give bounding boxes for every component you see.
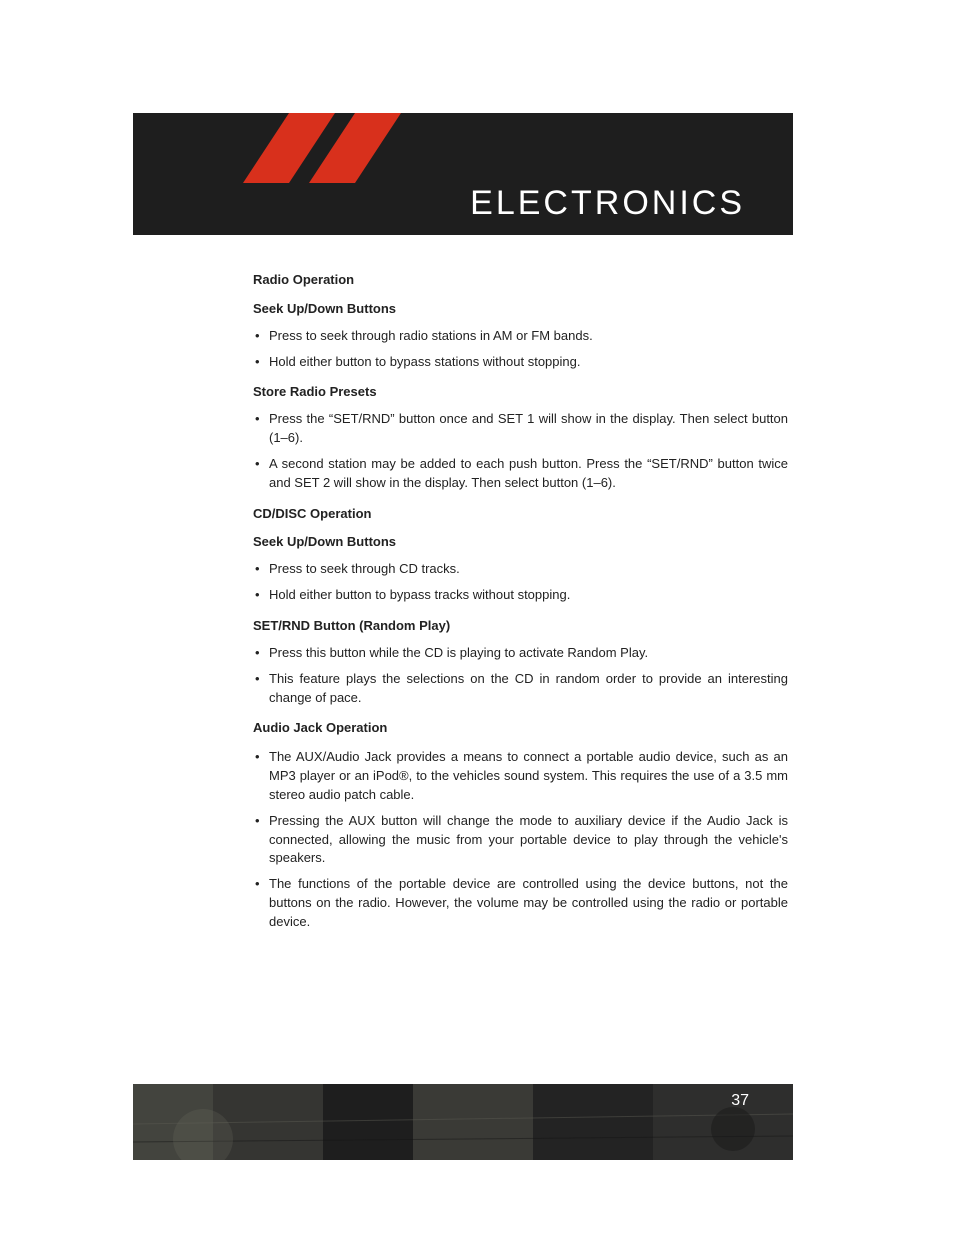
banner-title: ELECTRONICS [470,184,745,223]
list-item: The functions of the portable device are… [253,875,788,932]
list-item: Press the “SET/RND” button once and SET … [253,410,788,448]
footer-texture-icon [133,1084,793,1160]
content-body: Radio Operation Seek Up/Down Buttons Pre… [133,235,788,932]
subheading-cd-rnd: SET/RND Button (Random Play) [253,617,788,636]
list-item: The AUX/Audio Jack provides a means to c… [253,748,788,805]
section-heading-aux: Audio Jack Operation [253,719,788,738]
list-item: Press this button while the CD is playin… [253,644,788,663]
list-cd-rnd: Press this button while the CD is playin… [253,644,788,708]
logo-stripes-icon [243,113,463,183]
page-number: 37 [731,1092,749,1110]
list-item: Press to seek through CD tracks. [253,560,788,579]
subheading-cd-seek: Seek Up/Down Buttons [253,533,788,552]
footer-image-strip: 37 [133,1084,793,1160]
list-radio-seek: Press to seek through radio stations in … [253,327,788,372]
list-cd-seek: Press to seek through CD tracks. Hold ei… [253,560,788,605]
section-heading-cd: CD/DISC Operation [253,505,788,524]
subheading-radio-presets: Store Radio Presets [253,383,788,402]
page-container: ELECTRONICS Radio Operation Seek Up/Down… [133,113,793,944]
list-item: Pressing the AUX button will change the … [253,812,788,869]
list-item: Hold either button to bypass tracks with… [253,586,788,605]
subheading-radio-seek: Seek Up/Down Buttons [253,300,788,319]
header-banner: ELECTRONICS [133,113,793,235]
list-item: Press to seek through radio stations in … [253,327,788,346]
list-radio-presets: Press the “SET/RND” button once and SET … [253,410,788,492]
list-item: A second station may be added to each pu… [253,455,788,493]
section-heading-radio: Radio Operation [253,271,788,290]
list-item: This feature plays the selections on the… [253,670,788,708]
list-item: Hold either button to bypass stations wi… [253,353,788,372]
list-aux: The AUX/Audio Jack provides a means to c… [253,748,788,932]
